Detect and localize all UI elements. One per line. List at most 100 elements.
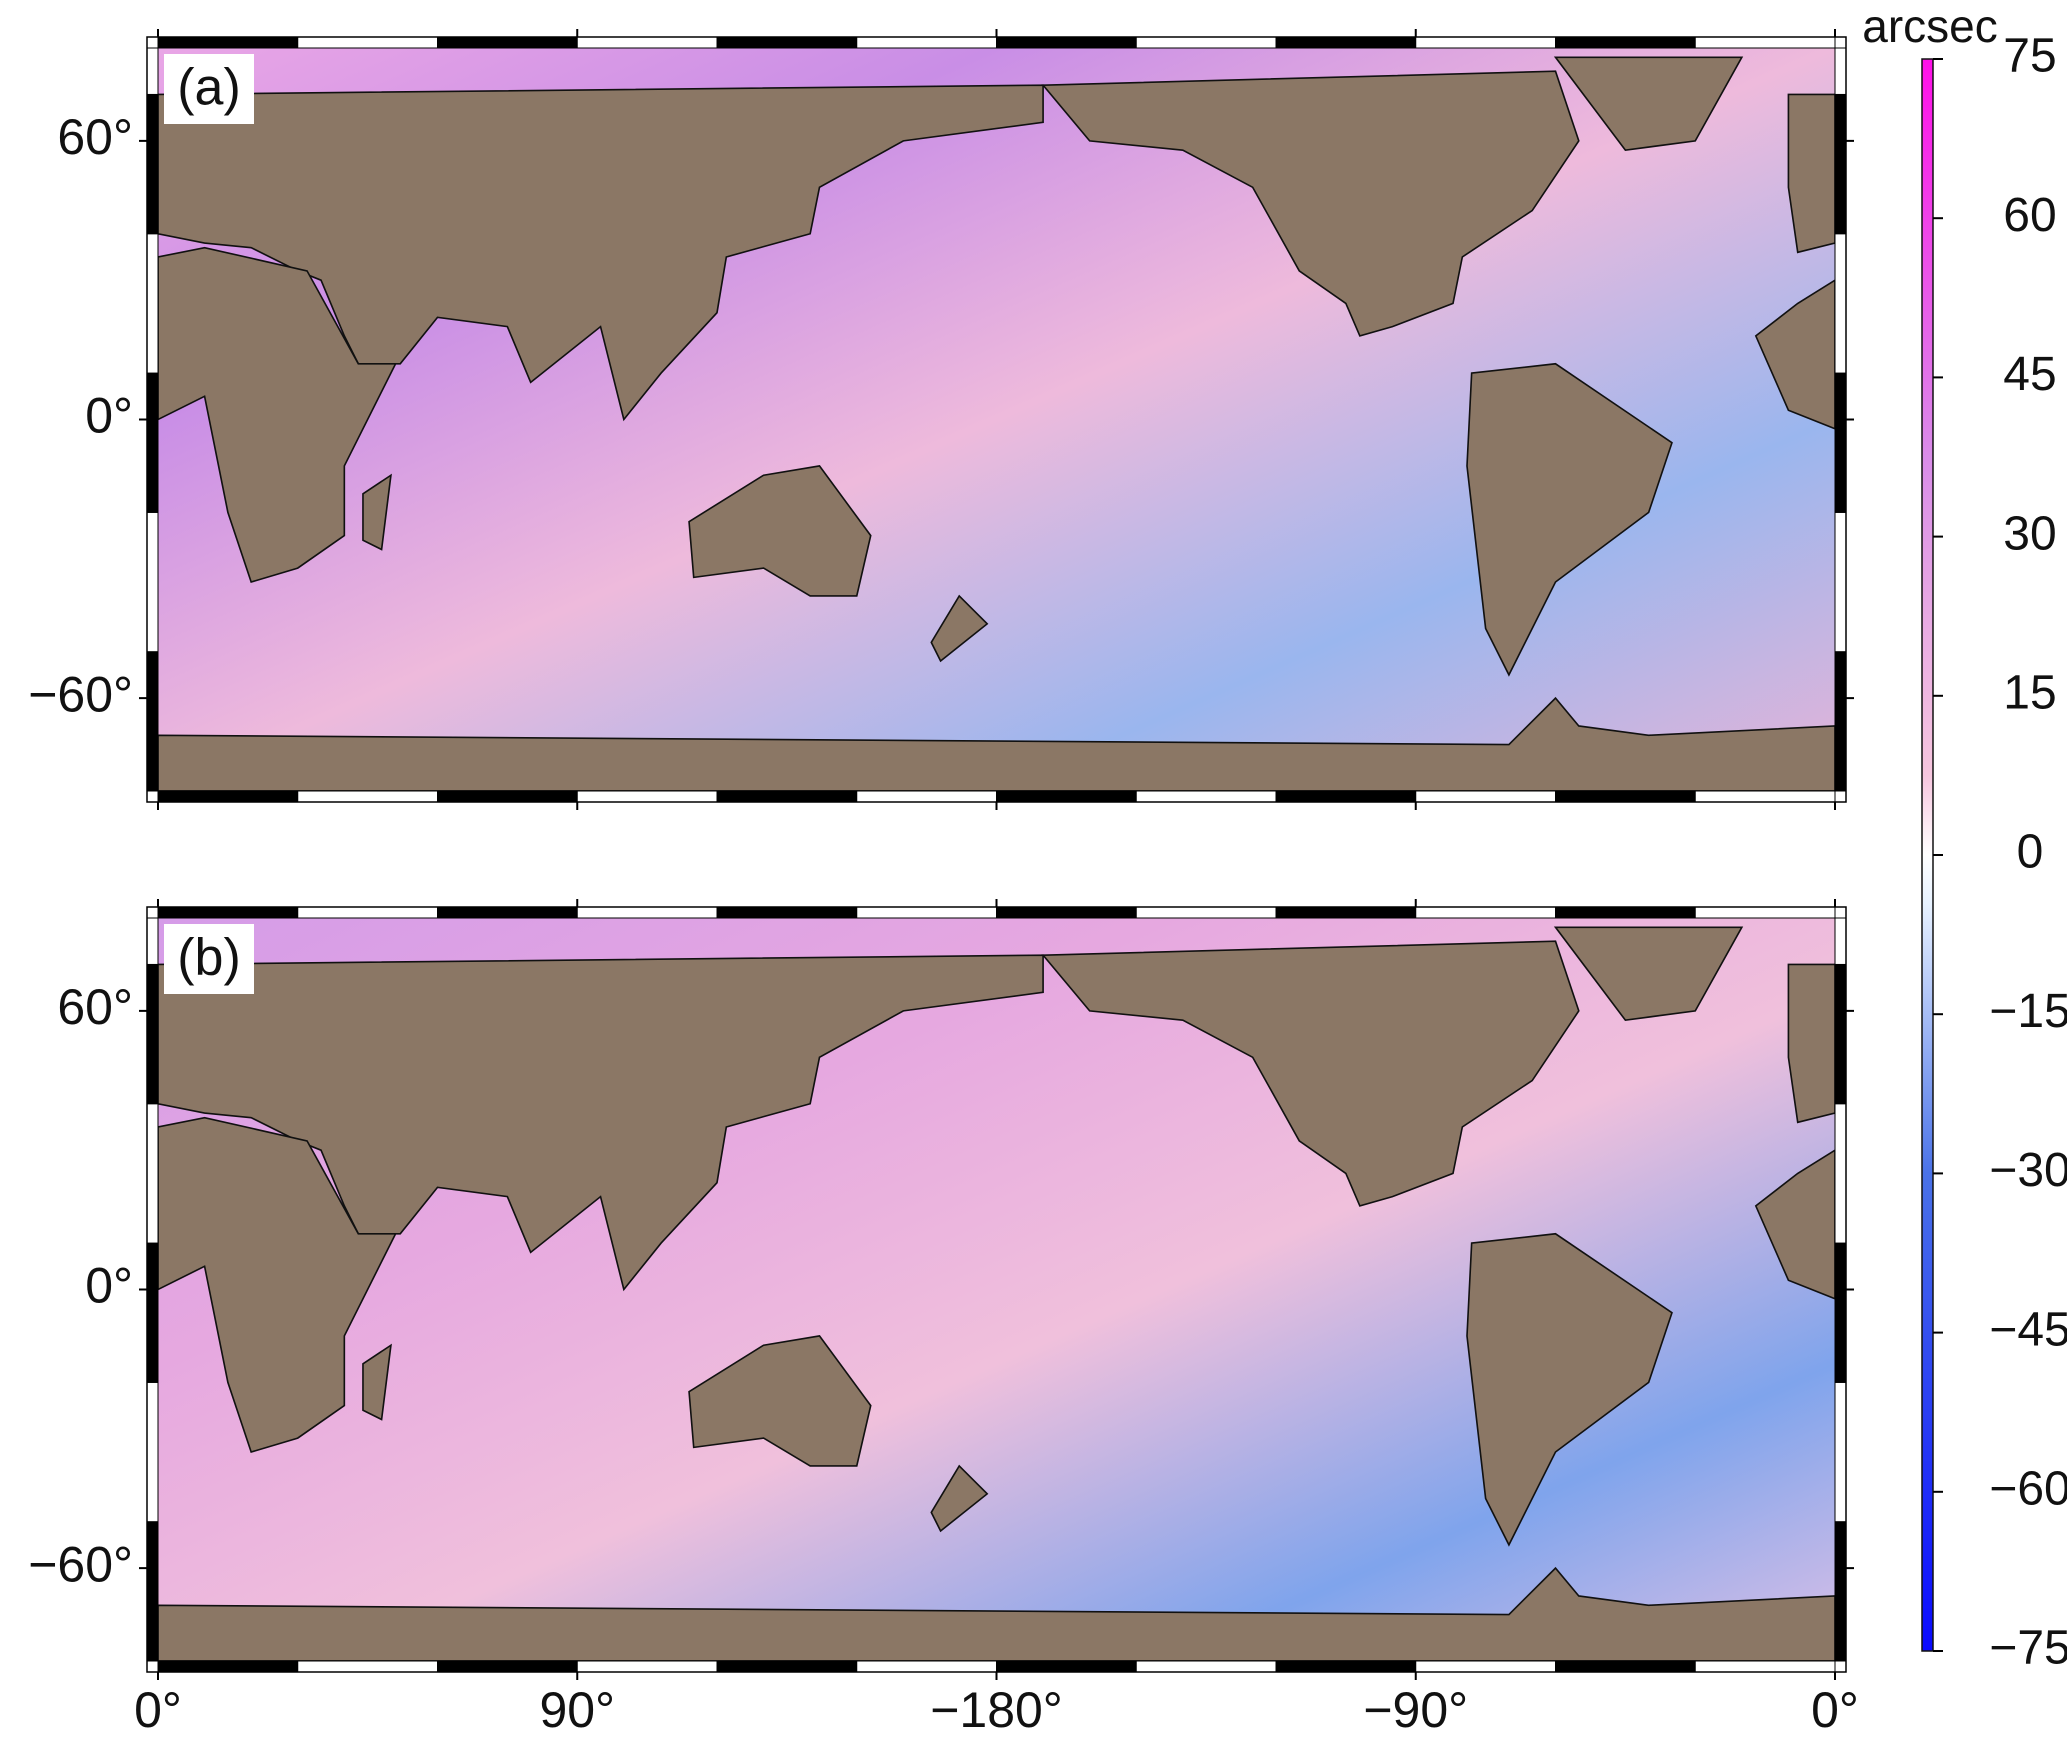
frame: [716, 1660, 858, 1673]
frame: [1555, 906, 1696, 919]
lat-tick-label: −60°: [28, 666, 133, 722]
frame: [146, 1242, 159, 1383]
frame: [1694, 36, 1836, 49]
frame: [1415, 906, 1556, 919]
colorbar-tick-label: 45: [2003, 348, 2056, 401]
frame: [856, 36, 997, 49]
frame: [1555, 790, 1696, 803]
frame: [146, 1521, 159, 1662]
frame: [716, 790, 858, 803]
panel-label: (b): [177, 929, 241, 987]
frame: [157, 36, 299, 49]
frame: [1415, 36, 1556, 49]
frame: [146, 93, 159, 235]
frame: [576, 36, 718, 49]
colorbar-tick-label: 60: [2003, 189, 2056, 242]
panel-label: (a): [177, 59, 241, 117]
frame: [856, 1660, 997, 1673]
lat-tick-label: 60°: [57, 979, 133, 1035]
frame: [1555, 36, 1696, 49]
lon-tick-label: 0°: [134, 1682, 182, 1738]
frame: [146, 233, 159, 374]
frame: [1694, 1660, 1836, 1673]
frame: [1135, 906, 1277, 919]
frame: [157, 906, 299, 919]
frame: [576, 906, 718, 919]
frame: [1135, 36, 1277, 49]
frame: [1834, 1381, 1847, 1523]
colorbar-tick-label: 75: [2003, 30, 2056, 83]
frame: [157, 790, 299, 803]
frame: [1694, 906, 1836, 919]
frame: [297, 790, 438, 803]
frame: [1555, 1660, 1696, 1673]
frame: [437, 36, 578, 49]
frame: [297, 906, 438, 919]
frame: [856, 790, 997, 803]
frame: [1415, 1660, 1556, 1673]
panel-label-box: [164, 924, 254, 994]
frame: [1275, 906, 1417, 919]
frame: [1135, 1660, 1277, 1673]
frame: [1834, 372, 1847, 513]
frame: [1275, 790, 1417, 803]
lon-tick-label: 0°: [1811, 1682, 1859, 1738]
frame: [1834, 1103, 1847, 1244]
frame: [437, 790, 578, 803]
frame: [297, 1660, 438, 1673]
lon-tick-label: −90°: [1363, 1682, 1468, 1738]
frame: [297, 36, 438, 49]
frame: [1415, 790, 1556, 803]
colorbar-tick-label: 15: [2003, 666, 2056, 719]
frame: [1135, 790, 1277, 803]
frame: [996, 1660, 1137, 1673]
colorbar-title: arcsec: [1862, 0, 1997, 52]
frame: [1275, 1660, 1417, 1673]
lon-tick-label: −180°: [930, 1682, 1063, 1738]
lat-tick-label: −60°: [28, 1536, 133, 1592]
frame: [996, 906, 1137, 919]
frame: [996, 790, 1137, 803]
frame: [1834, 93, 1847, 235]
frame: [1834, 651, 1847, 792]
colorbar: [1921, 58, 1934, 1652]
frame: [716, 36, 858, 49]
frame: [1834, 963, 1847, 1105]
frame: [146, 963, 159, 1105]
frame: [1834, 511, 1847, 653]
frame: [146, 47, 159, 95]
frame: [157, 1660, 299, 1673]
frame: [437, 1660, 578, 1673]
frame: [576, 1660, 718, 1673]
colorbar-tick-label: −60: [1989, 1462, 2067, 1515]
lat-tick-label: 60°: [57, 109, 133, 165]
frame: [1834, 233, 1847, 374]
lat-tick-label: 0°: [85, 1258, 133, 1314]
lat-tick-label: 0°: [85, 388, 133, 444]
colorbar-tick-label: −75: [1989, 1622, 2067, 1675]
frame: [146, 511, 159, 653]
colorbar-tick-label: 30: [2003, 507, 2056, 560]
frame: [146, 917, 159, 965]
frame: [146, 1103, 159, 1244]
colorbar-tick-label: −45: [1989, 1303, 2067, 1356]
frame: [576, 790, 718, 803]
frame: [856, 906, 997, 919]
frame: [996, 36, 1137, 49]
frame: [146, 1381, 159, 1523]
frame: [716, 906, 858, 919]
frame: [437, 906, 578, 919]
lon-tick-label: 90°: [539, 1682, 615, 1738]
panel-label-box: [164, 54, 254, 124]
frame: [146, 372, 159, 513]
frame: [1834, 1521, 1847, 1662]
colorbar-tick-label: −30: [1989, 1144, 2067, 1197]
colorbar-tick-label: 0: [2017, 826, 2044, 879]
colorbar-tick-label: −15: [1989, 985, 2067, 1038]
frame: [1834, 917, 1847, 965]
frame: [1275, 36, 1417, 49]
frame: [146, 651, 159, 792]
frame: [1694, 790, 1836, 803]
frame: [1834, 47, 1847, 95]
